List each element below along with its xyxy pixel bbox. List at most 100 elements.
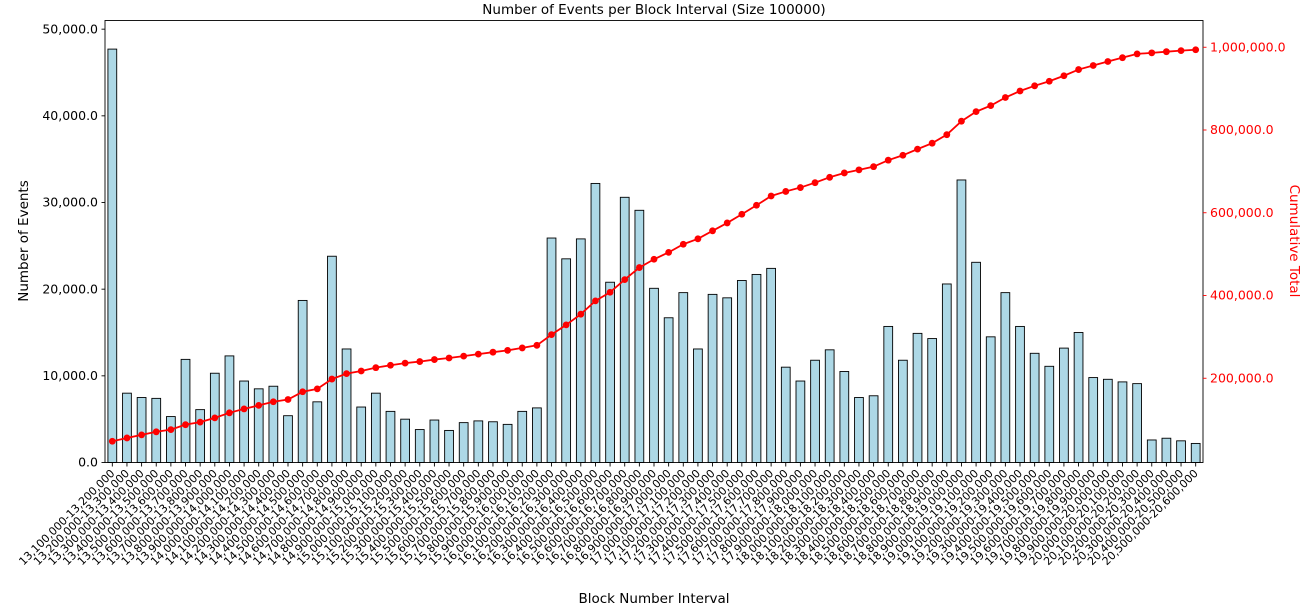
left-tick-label: 10,000.0 xyxy=(42,368,98,383)
cumulative-marker xyxy=(152,428,160,436)
bar xyxy=(854,397,864,463)
cumulative-marker xyxy=(313,385,321,393)
bar xyxy=(532,407,542,463)
cumulative-marker xyxy=(431,356,438,363)
cumulative-marker xyxy=(826,173,834,181)
bar xyxy=(488,421,498,463)
bar xyxy=(736,280,747,463)
cumulative-marker xyxy=(797,184,804,191)
bar xyxy=(619,196,630,463)
cumulative-marker xyxy=(679,240,687,248)
cumulative-marker xyxy=(226,409,233,417)
cumulative-marker xyxy=(518,344,526,352)
cumulative-marker xyxy=(767,192,775,200)
bar xyxy=(751,273,762,463)
bar xyxy=(473,420,484,463)
bar xyxy=(341,348,352,463)
cumulative-marker xyxy=(460,352,468,360)
cumulative-marker xyxy=(650,255,658,263)
bar xyxy=(971,261,981,463)
cumulative-marker xyxy=(387,361,394,369)
right-tick-label: 600,000.0 xyxy=(1210,205,1274,220)
cumulative-marker xyxy=(738,210,746,218)
cumulative-marker xyxy=(855,166,863,174)
bar xyxy=(810,359,820,463)
bar xyxy=(502,423,513,463)
bar xyxy=(839,371,850,463)
cumulative-marker xyxy=(474,350,482,358)
bar xyxy=(707,293,718,463)
cumulative-marker xyxy=(987,102,995,110)
bar xyxy=(1117,381,1128,463)
bar xyxy=(985,336,996,463)
cumulative-marker xyxy=(182,421,189,429)
bar xyxy=(722,297,733,463)
right-tick-label: 200,000.0 xyxy=(1210,370,1274,385)
cumulative-marker xyxy=(811,179,819,187)
cumulative-marker xyxy=(255,401,263,409)
left-tick-label: 40,000.0 xyxy=(42,108,98,123)
bar xyxy=(868,395,879,463)
bar xyxy=(663,317,674,463)
bar xyxy=(385,410,396,463)
cumulative-marker xyxy=(665,248,673,256)
bar xyxy=(239,380,249,463)
bar xyxy=(1132,383,1142,463)
bar xyxy=(312,401,323,463)
right-tick-label: 800,000.0 xyxy=(1210,122,1274,137)
bar xyxy=(1059,347,1069,463)
bar xyxy=(107,48,118,463)
cumulative-marker xyxy=(870,163,877,171)
cumulative-marker xyxy=(401,359,409,367)
cumulative-marker xyxy=(1192,46,1200,54)
bar xyxy=(590,182,601,463)
bar xyxy=(122,392,132,463)
bar xyxy=(883,325,894,463)
cumulative-marker xyxy=(489,348,497,356)
cumulative-marker xyxy=(1177,47,1185,55)
cumulative-marker xyxy=(357,367,365,375)
bar xyxy=(634,209,645,463)
bar xyxy=(795,380,806,463)
cumulative-marker xyxy=(621,276,629,284)
left-tick-label: 30,000.0 xyxy=(42,195,98,210)
cumulative-marker xyxy=(343,370,350,378)
cumulative-marker xyxy=(416,358,424,365)
cumulative-marker xyxy=(928,139,936,147)
bar xyxy=(444,429,454,463)
bar xyxy=(180,358,191,463)
bar xyxy=(297,299,308,463)
bar xyxy=(356,406,367,463)
bar xyxy=(956,179,967,463)
bar xyxy=(780,366,791,463)
bar xyxy=(561,258,572,463)
cumulative-marker xyxy=(1089,62,1097,69)
cumulative-marker xyxy=(1163,48,1170,56)
bar xyxy=(370,392,381,463)
cumulative-marker xyxy=(635,264,643,271)
bar xyxy=(1176,440,1186,463)
bar xyxy=(649,287,659,463)
cumulative-marker xyxy=(884,156,892,164)
cumulative-marker xyxy=(1001,94,1009,101)
cumulative-marker xyxy=(972,108,980,116)
cumulative-marker xyxy=(709,227,716,235)
cumulative-marker xyxy=(1104,58,1112,65)
left-tick-label: 20,000.0 xyxy=(42,281,98,296)
cumulative-marker xyxy=(1045,77,1053,85)
bar xyxy=(283,415,293,463)
cumulative-marker xyxy=(1060,72,1068,80)
bar xyxy=(605,281,615,463)
bar xyxy=(253,388,264,463)
bar xyxy=(693,348,703,463)
bar xyxy=(912,332,923,463)
bar xyxy=(927,338,938,463)
cumulative-marker xyxy=(504,346,511,354)
cumulative-marker xyxy=(1148,49,1156,57)
x-axis-label: Block Number Interval xyxy=(578,591,730,607)
bar xyxy=(400,418,410,463)
bar xyxy=(1146,439,1157,463)
bar xyxy=(1161,437,1172,463)
cumulative-marker xyxy=(723,219,731,227)
